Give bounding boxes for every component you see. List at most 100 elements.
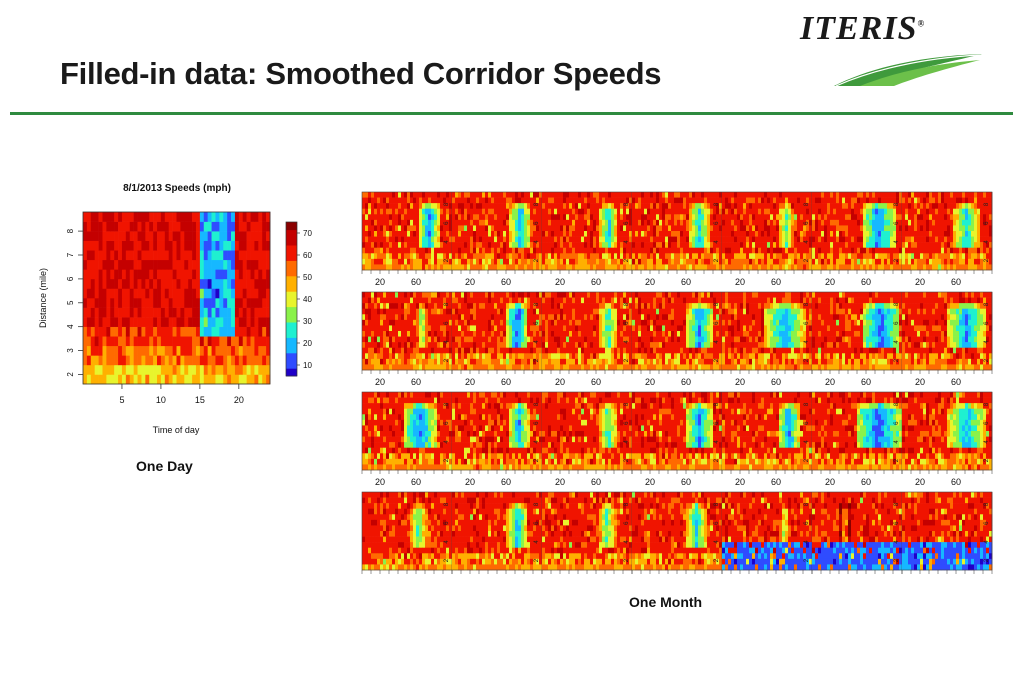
heatmap-cell: [398, 225, 402, 232]
heatmap-cell: [977, 197, 981, 204]
heatmap-cell: [770, 225, 774, 232]
heatmap-cell: [962, 236, 966, 243]
heatmap-cell: [740, 214, 744, 221]
heatmap-cell: [219, 345, 224, 356]
heatmap-cell: [521, 197, 525, 204]
heatmap-cell: [365, 308, 369, 315]
heatmap-cell: [530, 308, 534, 315]
heatmap-cell: [389, 264, 393, 271]
one-day-caption: One Day: [136, 458, 193, 474]
heatmap-cell: [129, 240, 134, 251]
heatmap-cell: [470, 347, 474, 354]
heatmap-cell: [133, 345, 138, 356]
heatmap-cell: [662, 236, 666, 243]
heatmap-cell: [398, 219, 402, 226]
heatmap-cell: [839, 231, 843, 237]
heatmap-cell: [524, 303, 528, 310]
heatmap-cell: [677, 197, 681, 204]
heatmap-cell: [491, 231, 495, 237]
heatmap-cell: [488, 203, 492, 210]
heatmap-cell: [494, 242, 498, 249]
heatmap-cell: [527, 253, 531, 260]
heatmap-cell: [836, 203, 840, 210]
heatmap-cell: [368, 358, 372, 365]
heatmap-cell: [968, 264, 972, 271]
heatmap-cell: [455, 342, 459, 349]
heatmap-cell: [701, 214, 705, 221]
heatmap-cell: [470, 336, 474, 343]
heatmap-cell: [830, 208, 834, 215]
heatmap-cell: [599, 225, 603, 232]
heatmap-cell: [524, 231, 528, 237]
heatmap-cell: [94, 298, 99, 308]
heatmap-cell: [262, 240, 267, 251]
heatmap-cell: [704, 192, 708, 198]
heatmap-cell: [725, 192, 729, 198]
heatmap-cell: [386, 231, 390, 237]
heatmap-cell: [262, 250, 267, 261]
heatmap-cell: [866, 214, 870, 221]
heatmap-cell: [437, 242, 441, 249]
heatmap-cell: [788, 197, 792, 204]
heatmap-cell: [806, 208, 810, 215]
heatmap-cell: [94, 250, 99, 261]
heatmap-cell: [428, 264, 432, 271]
heatmap-cell: [392, 203, 396, 210]
x-tick-label: 20: [375, 277, 385, 287]
heatmap-cell: [566, 303, 570, 310]
heatmap-cell: [203, 250, 208, 261]
heatmap-cell: [485, 219, 489, 226]
heatmap-cell: [258, 240, 263, 251]
heatmap-cell: [121, 336, 127, 347]
heatmap-cell: [659, 247, 663, 254]
heatmap-cell: [238, 278, 244, 289]
heatmap-cell: [137, 298, 142, 308]
heatmap-cell: [446, 236, 450, 243]
heatmap-cell: [974, 231, 978, 237]
heatmap-cell: [602, 219, 606, 226]
heatmap-cell: [114, 317, 119, 327]
heatmap-cell: [830, 258, 834, 265]
heatmap-cell: [168, 212, 173, 222]
heatmap-cell: [833, 214, 837, 221]
heatmap-cell: [398, 331, 402, 337]
heatmap-cell: [437, 342, 441, 349]
heatmap-cell: [157, 345, 162, 356]
heatmap-cell: [608, 208, 612, 215]
heatmap-cell: [977, 214, 981, 221]
y-tick-label: 3: [66, 348, 75, 353]
heatmap-cell: [491, 303, 495, 310]
heatmap-cell: [207, 364, 212, 375]
heatmap-cell: [211, 231, 216, 241]
heatmap-cell: [374, 247, 378, 254]
heatmap-cell: [365, 253, 369, 260]
heatmap-cell: [422, 219, 426, 226]
heatmap-cell: [118, 298, 123, 308]
heatmap-cell: [401, 219, 405, 226]
heatmap-cell: [262, 231, 267, 241]
heatmap-cell: [575, 236, 579, 243]
heatmap-cell: [734, 247, 738, 254]
heatmap-cell: [227, 240, 232, 251]
heatmap-cell: [893, 253, 897, 260]
heatmap-cell: [620, 225, 624, 232]
heatmap-cell: [677, 231, 681, 237]
heatmap-cell: [830, 242, 834, 249]
heatmap-cell: [602, 253, 606, 260]
heatmap-cell: [512, 358, 516, 365]
heatmap-cell: [776, 214, 780, 221]
heatmap-cell: [860, 219, 864, 226]
heatmap-cell: [470, 247, 474, 254]
panel-y-tick-label: 8: [534, 202, 540, 206]
heatmap-cell: [821, 231, 825, 237]
heatmap-cell: [695, 225, 699, 232]
heatmap-cell: [986, 203, 990, 210]
heatmap-cell: [377, 303, 381, 310]
heatmap-cell: [114, 355, 119, 366]
heatmap-cell: [794, 197, 798, 204]
heatmap-cell: [90, 374, 95, 385]
heatmap-cell: [416, 214, 420, 221]
colorbar-tick-label: 20: [303, 339, 312, 348]
heatmap-cell: [488, 219, 492, 226]
heatmap-cell: [533, 308, 537, 315]
